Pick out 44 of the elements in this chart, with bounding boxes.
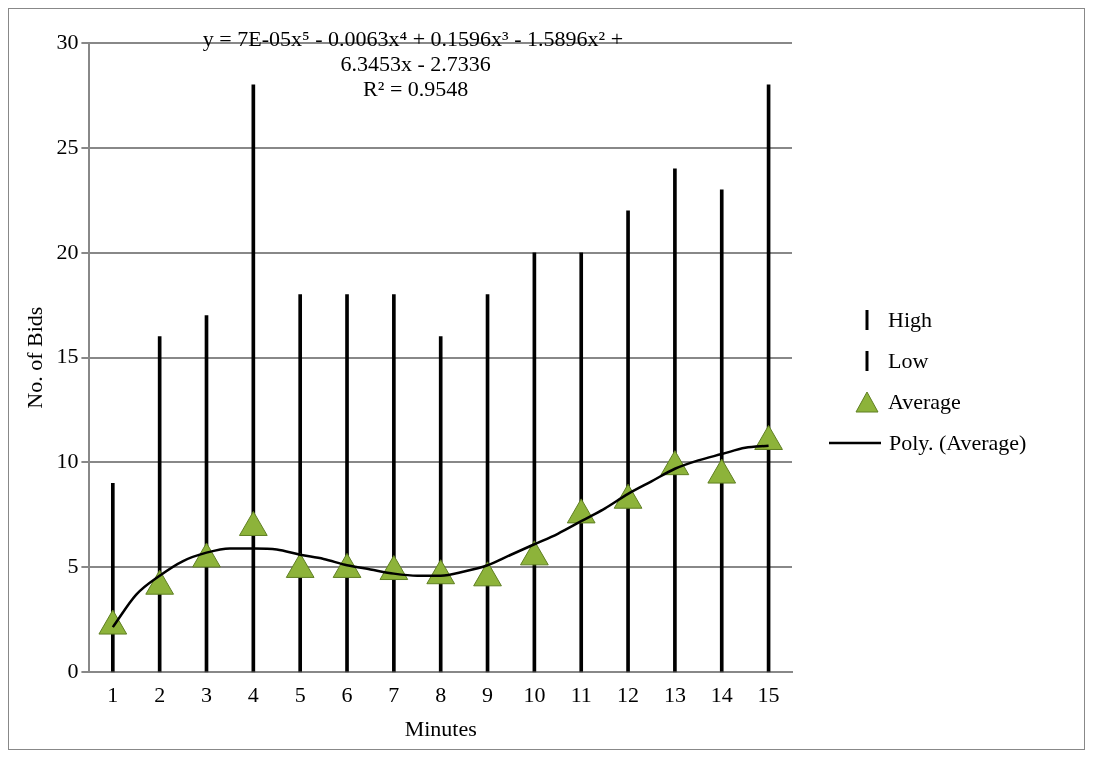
x-tick-label: 9 (482, 682, 494, 708)
y-tick-label: 30 (56, 28, 79, 54)
y-tick-label: 0 (67, 657, 79, 683)
bar (438, 336, 443, 672)
legend-label: High (888, 306, 932, 333)
point (707, 458, 737, 484)
legend-label: Average (888, 388, 961, 415)
y-tick-label: 25 (56, 133, 79, 159)
legend-label: Poly. (Average) (889, 429, 1027, 456)
x-tick-label: 7 (388, 682, 400, 708)
x-tick-label: 5 (294, 682, 306, 708)
x-tick-label: 6 (341, 682, 353, 708)
annotation: y = 7E-05x⁵ - 0.0063x⁴ + 0.1596x³ - 1.5896x² + 6.3453x - 2.7336 (202, 25, 629, 76)
point (98, 609, 128, 635)
x-tick-label: 14 (710, 682, 733, 708)
bar (626, 210, 630, 672)
point (754, 424, 783, 450)
y-tick-label: 5 (67, 553, 79, 579)
bar (345, 294, 349, 672)
x-tick-label: 4 (247, 682, 259, 708)
x-tick-label: 11 (570, 682, 592, 708)
point (192, 542, 221, 568)
x-tick-label: 13 (663, 682, 686, 708)
point (520, 540, 549, 566)
x-tick-label: 3 (201, 682, 212, 708)
bar (392, 294, 396, 672)
bar (673, 168, 677, 672)
x-tick-label: 15 (757, 682, 780, 708)
y-tick-label: 15 (56, 343, 79, 369)
x-tick-label: 10 (523, 682, 546, 708)
point (238, 510, 268, 536)
y-tick-label: 10 (56, 448, 79, 474)
x-tick-label: 1 (107, 682, 119, 708)
point (473, 561, 502, 587)
x-tick-label: 8 (435, 682, 447, 708)
annotation: R² = 0.9548 (363, 75, 469, 101)
x-tick-label: 12 (617, 682, 640, 708)
x-tick-label: 2 (154, 682, 166, 708)
x-axis-title: Minutes (404, 715, 477, 741)
y-tick-label: 20 (56, 238, 79, 264)
y-axis-title: No. of Bids (21, 306, 47, 409)
legend-label: Low (888, 347, 929, 374)
point (285, 552, 315, 578)
point (145, 569, 175, 595)
